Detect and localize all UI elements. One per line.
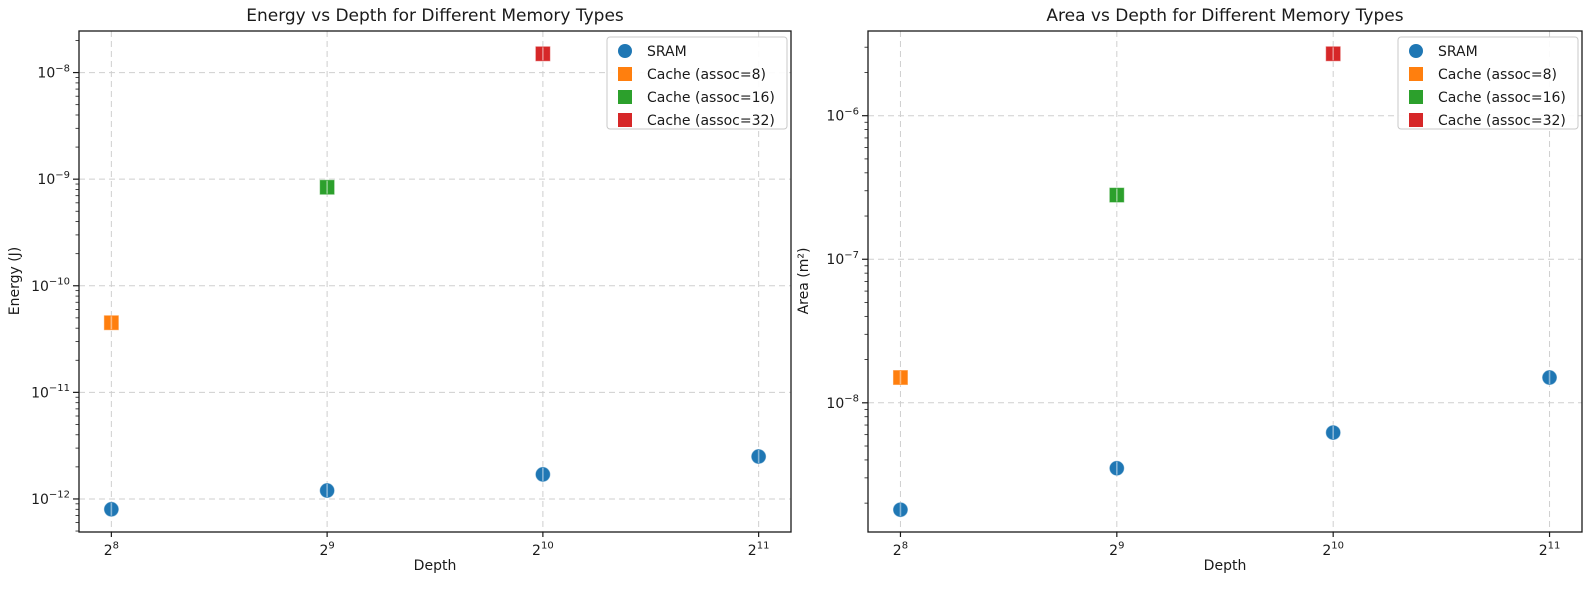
data-point-marker bbox=[892, 501, 909, 518]
y-tick-label: 10−12 bbox=[31, 490, 70, 508]
data-point-marker bbox=[892, 369, 909, 386]
x-axis-label-energy: Depth bbox=[413, 558, 457, 574]
chart-title-area: Area vs Depth for Different Memory Types bbox=[1046, 6, 1404, 26]
y-axis-label-area: Area (m²) bbox=[796, 247, 812, 315]
plot-spine bbox=[78, 30, 792, 533]
data-point-marker bbox=[1325, 424, 1342, 441]
y-tick-label: 10−6 bbox=[826, 106, 859, 124]
legend-marker-square bbox=[1409, 113, 1423, 127]
legend-label: Cache (assoc=8) bbox=[647, 67, 766, 83]
legend-marker-square bbox=[618, 90, 632, 104]
y-tick-label: 10−8 bbox=[826, 394, 859, 412]
data-point-marker bbox=[1108, 187, 1125, 204]
y-tick-label: 10−7 bbox=[826, 250, 859, 268]
data-point-marker bbox=[534, 466, 551, 483]
x-tick-label: 211 bbox=[748, 541, 770, 559]
x-tick-label: 210 bbox=[532, 541, 554, 559]
legend-label: SRAM bbox=[1438, 44, 1478, 60]
legend-marker-circle bbox=[618, 44, 632, 58]
data-point-marker bbox=[1108, 460, 1125, 477]
legend-marker-square bbox=[1409, 90, 1423, 104]
x-axis-label-area: Depth bbox=[1203, 558, 1247, 574]
y-tick-label: 10−11 bbox=[31, 383, 70, 401]
y-tick-label: 10−9 bbox=[37, 170, 70, 188]
legend-marker-square bbox=[1409, 67, 1423, 81]
legend-label: SRAM bbox=[647, 44, 687, 60]
legend-marker-square bbox=[618, 67, 632, 81]
legend-marker-circle bbox=[1409, 44, 1423, 58]
y-axis-label-energy: Energy (J) bbox=[7, 246, 23, 316]
y-tick-label: 10−10 bbox=[31, 276, 70, 294]
legend-marker-square bbox=[618, 113, 632, 127]
x-tick-label: 29 bbox=[1109, 541, 1124, 559]
y-tick-label: 10−8 bbox=[37, 63, 70, 81]
x-tick-label: 29 bbox=[319, 541, 334, 559]
data-point-marker bbox=[103, 314, 120, 331]
chart-title-energy: Energy vs Depth for Different Memory Typ… bbox=[246, 6, 624, 26]
data-point-marker bbox=[103, 501, 120, 518]
legend-label: Cache (assoc=16) bbox=[647, 90, 775, 106]
legend-box bbox=[606, 36, 788, 130]
data-point-marker bbox=[1541, 369, 1558, 386]
data-point-marker bbox=[750, 448, 767, 465]
legend-label: Cache (assoc=8) bbox=[1438, 67, 1557, 83]
x-tick-label: 211 bbox=[1539, 541, 1561, 559]
legend-label: Cache (assoc=32) bbox=[647, 113, 775, 129]
data-point-marker bbox=[1325, 45, 1342, 62]
data-point-marker bbox=[319, 482, 336, 499]
legend-label: Cache (assoc=16) bbox=[1438, 90, 1566, 106]
x-tick-label: 28 bbox=[104, 541, 119, 559]
x-tick-label: 28 bbox=[893, 541, 908, 559]
data-point-marker bbox=[534, 45, 551, 62]
data-point-marker bbox=[319, 179, 336, 196]
legend-box bbox=[1397, 36, 1579, 130]
plot-spine bbox=[867, 30, 1583, 533]
legend-label: Cache (assoc=32) bbox=[1438, 113, 1566, 129]
x-tick-label: 210 bbox=[1322, 541, 1344, 559]
